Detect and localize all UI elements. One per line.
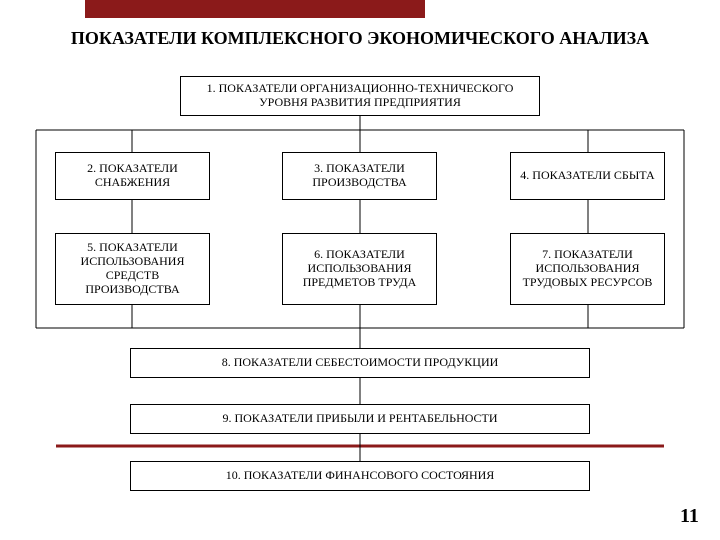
diagram-node-n3: 3. ПОКАЗАТЕЛИ ПРОИЗВОДСТВА xyxy=(282,152,437,200)
diagram-node-n9: 9. ПОКАЗАТЕЛИ ПРИБЫЛИ И РЕНТАБЕЛЬНОСТИ xyxy=(130,404,590,434)
diagram-node-n2: 2. ПОКАЗАТЕЛИ СНАБЖЕНИЯ xyxy=(55,152,210,200)
diagram-node-n8: 8. ПОКАЗАТЕЛИ СЕБЕСТОИМОСТИ ПРОДУКЦИИ xyxy=(130,348,590,378)
diagram-node-n7: 7. ПОКАЗАТЕЛИ ИСПОЛЬЗОВАНИЯ ТРУДОВЫХ РЕС… xyxy=(510,233,665,305)
diagram-node-n4: 4. ПОКАЗАТЕЛИ СБЫТА xyxy=(510,152,665,200)
diagram-node-label: 2. ПОКАЗАТЕЛИ СНАБЖЕНИЯ xyxy=(62,162,203,190)
diagram-node-label: 3. ПОКАЗАТЕЛИ ПРОИЗВОДСТВА xyxy=(289,162,430,190)
diagram-node-label: 10. ПОКАЗАТЕЛИ ФИНАНСОВОГО СОСТОЯНИЯ xyxy=(226,469,495,483)
diagram-node-label: 4. ПОКАЗАТЕЛИ СБЫТА xyxy=(520,169,654,183)
diagram-node-label: 6. ПОКАЗАТЕЛИ ИСПОЛЬЗОВАНИЯ ПРЕДМЕТОВ ТР… xyxy=(289,248,430,289)
diagram-node-label: 7. ПОКАЗАТЕЛИ ИСПОЛЬЗОВАНИЯ ТРУДОВЫХ РЕС… xyxy=(517,248,658,289)
diagram-node-n6: 6. ПОКАЗАТЕЛИ ИСПОЛЬЗОВАНИЯ ПРЕДМЕТОВ ТР… xyxy=(282,233,437,305)
diagram-node-label: 8. ПОКАЗАТЕЛИ СЕБЕСТОИМОСТИ ПРОДУКЦИИ xyxy=(222,356,499,370)
slide-root: ПОКАЗАТЕЛИ КОМПЛЕКСНОГО ЭКОНОМИЧЕСКОГО А… xyxy=(0,0,720,540)
diagram-node-label: 5. ПОКАЗАТЕЛИ ИСПОЛЬЗОВАНИЯ СРЕДСТВ ПРОИ… xyxy=(62,241,203,296)
diagram-node-n5: 5. ПОКАЗАТЕЛИ ИСПОЛЬЗОВАНИЯ СРЕДСТВ ПРОИ… xyxy=(55,233,210,305)
page-number: 11 xyxy=(680,505,699,528)
diagram-node-n10: 10. ПОКАЗАТЕЛИ ФИНАНСОВОГО СОСТОЯНИЯ xyxy=(130,461,590,491)
diagram-node-label: 1. ПОКАЗАТЕЛИ ОРГАНИЗАЦИОННО-ТЕХНИЧЕСКОГ… xyxy=(187,82,533,110)
diagram-node-n1: 1. ПОКАЗАТЕЛИ ОРГАНИЗАЦИОННО-ТЕХНИЧЕСКОГ… xyxy=(180,76,540,116)
diagram-node-label: 9. ПОКАЗАТЕЛИ ПРИБЫЛИ И РЕНТАБЕЛЬНОСТИ xyxy=(222,412,497,426)
